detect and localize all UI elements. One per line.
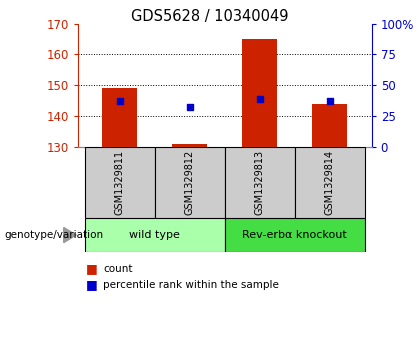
Bar <box>102 88 137 147</box>
Polygon shape <box>64 228 76 242</box>
Bar <box>312 104 347 147</box>
Text: ■: ■ <box>86 278 98 291</box>
Point <box>186 104 193 110</box>
Bar <box>172 144 207 147</box>
Text: GSM1329813: GSM1329813 <box>255 150 265 215</box>
Text: wild type: wild type <box>129 230 180 240</box>
Point <box>326 98 333 103</box>
Text: GSM1329812: GSM1329812 <box>185 150 195 215</box>
Text: genotype/variation: genotype/variation <box>4 230 103 240</box>
Bar <box>242 39 277 147</box>
Point <box>256 96 263 102</box>
Text: GSM1329811: GSM1329811 <box>115 150 125 215</box>
Bar <box>295 147 365 218</box>
Text: GSM1329814: GSM1329814 <box>325 150 335 215</box>
Text: Rev-erbα knockout: Rev-erbα knockout <box>242 230 347 240</box>
Point <box>116 98 123 103</box>
Bar <box>85 218 225 252</box>
Text: count: count <box>103 264 132 274</box>
Text: percentile rank within the sample: percentile rank within the sample <box>103 280 279 290</box>
Bar <box>225 147 295 218</box>
Bar <box>155 147 225 218</box>
Text: ■: ■ <box>86 262 98 275</box>
Bar <box>85 147 155 218</box>
Text: GDS5628 / 10340049: GDS5628 / 10340049 <box>131 9 289 24</box>
Bar <box>225 218 365 252</box>
